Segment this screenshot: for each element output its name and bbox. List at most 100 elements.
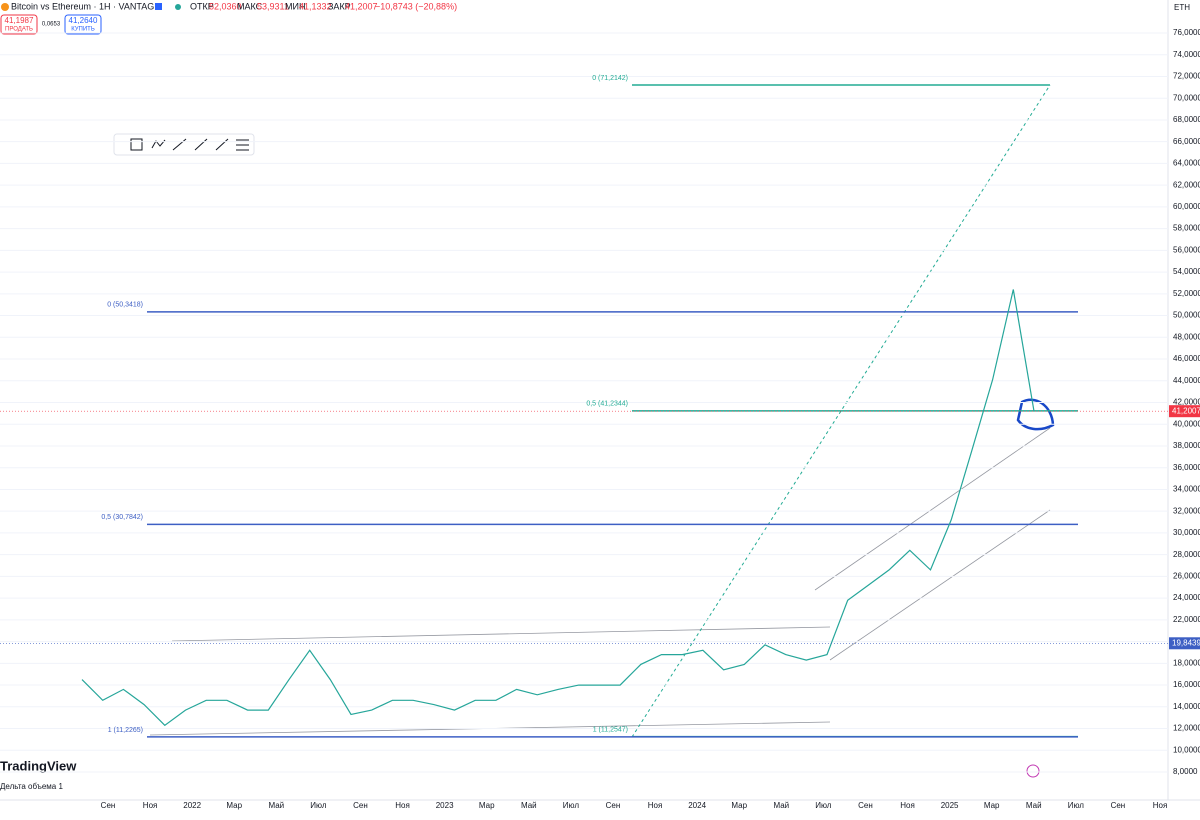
y-tick-label: 72,0000 [1173, 72, 1200, 81]
y-tick-label: 56,0000 [1173, 245, 1200, 254]
y-tick-label: 74,0000 [1173, 50, 1200, 59]
y-tick-label: 66,0000 [1173, 137, 1200, 146]
x-tick-label: Июл [310, 801, 327, 810]
change-value: −10,8743 (−20,88%) [375, 1, 457, 11]
y-tick-label: 26,0000 [1173, 571, 1200, 580]
indicator-label: Дельта объема 1 [0, 782, 63, 791]
y-tick-label: 48,0000 [1173, 332, 1200, 341]
y-tick-label: 34,0000 [1173, 485, 1200, 494]
x-tick-label: Сен [353, 801, 368, 810]
tool-line[interactable] [215, 138, 229, 151]
high-value: 53,9311 [257, 1, 289, 11]
alert-icon[interactable] [1026, 764, 1040, 778]
price-tag-label: 41,2007 [1172, 406, 1200, 415]
close-label: ЗАКР [328, 1, 351, 11]
fib-level-label: 1 (11,2547) [593, 726, 628, 733]
x-tick-label: 2023 [436, 801, 454, 810]
x-tick-label: Сен [101, 801, 116, 810]
x-tick-label: Мар [731, 801, 747, 810]
y-tick-label: 30,0000 [1173, 528, 1200, 537]
x-tick-label: Мар [226, 801, 242, 810]
low-value: 41,1332 [299, 1, 332, 11]
close-value: 41,2007 [345, 1, 378, 11]
x-tick-label: Сен [606, 801, 621, 810]
y-tick-label: 36,0000 [1173, 463, 1200, 472]
y-tick-label: 16,0000 [1173, 680, 1200, 689]
price-tag [1169, 405, 1200, 418]
x-tick-label: Ноя [900, 801, 915, 810]
low-label: МИН [285, 1, 305, 11]
y-tick-label: 12,0000 [1173, 724, 1200, 733]
buy-price: 41,2640 [69, 16, 98, 25]
y-tick-label: 62,0000 [1173, 180, 1200, 189]
y-tick-label: 46,0000 [1173, 354, 1200, 363]
channel-line [814, 427, 1051, 591]
x-tick-label: 2024 [688, 801, 706, 810]
sell-label: ПРОДАТЬ [5, 27, 33, 33]
tool-path[interactable] [151, 139, 166, 149]
y-tick-label: 38,0000 [1173, 441, 1200, 450]
currency: ETH [1174, 3, 1190, 12]
y-tick-label: 64,0000 [1173, 159, 1200, 168]
fib-level-label: 0 (71,2142) [592, 75, 628, 82]
x-tick-label: Май [521, 801, 537, 810]
high-label: МАКС [237, 1, 263, 11]
x-tick-label: 2025 [941, 801, 959, 810]
x-tick-label: Ноя [1153, 801, 1168, 810]
y-tick-label: 24,0000 [1173, 593, 1200, 602]
tool-fib[interactable] [194, 138, 208, 151]
brand: TradingView [0, 758, 77, 773]
channel-line [171, 626, 831, 642]
symbol-icon [1, 3, 9, 11]
price-tag-label: 19,8439 [1172, 638, 1200, 647]
toolbar-frame [113, 133, 255, 156]
x-tick-label: Май [773, 801, 789, 810]
fib-level-label: 0,5 (41,2344) [586, 401, 628, 408]
symbol: Bitcoin vs Ethereum · 1H · VANTAGE [11, 1, 160, 11]
y-tick-label: 50,0000 [1173, 311, 1200, 320]
x-tick-label: Июл [563, 801, 580, 810]
flag-icon [155, 3, 162, 10]
x-tick-label: 2022 [183, 801, 201, 810]
y-tick-label: 76,0000 [1173, 28, 1200, 37]
status-dot [175, 4, 181, 10]
x-tick-label: Ноя [143, 801, 158, 810]
y-tick-label: 42,0000 [1173, 398, 1200, 407]
channel-line [829, 509, 1051, 661]
x-tick-label: Сен [1111, 801, 1126, 810]
fib-level-label: 0,5 (30,7842) [101, 514, 143, 521]
x-tick-label: Май [268, 801, 284, 810]
y-tick-label: 8,0000 [1173, 767, 1198, 776]
x-tick-label: Сен [858, 801, 873, 810]
price-line [81, 289, 1035, 727]
y-tick-label: 54,0000 [1173, 267, 1200, 276]
tool-rect[interactable] [130, 138, 143, 151]
x-tick-label: Мар [479, 801, 495, 810]
x-tick-label: Ноя [395, 801, 410, 810]
y-tick-label: 58,0000 [1173, 224, 1200, 233]
y-tick-label: 40,0000 [1173, 419, 1200, 428]
drawing-toolbar [113, 133, 255, 156]
x-tick-label: Июл [815, 801, 832, 810]
y-tick-label: 70,0000 [1173, 93, 1200, 102]
open-label: ОТКР [190, 1, 214, 11]
y-tick-label: 28,0000 [1173, 550, 1200, 559]
x-tick-label: Ноя [648, 801, 663, 810]
fib-level-label: 0 (50,3418) [107, 302, 143, 309]
sell-price: 41,1987 [5, 16, 34, 25]
y-tick-label: 22,0000 [1173, 615, 1200, 624]
y-tick-label: 18,0000 [1173, 658, 1200, 667]
y-tick-label: 32,0000 [1173, 506, 1200, 515]
tool-pattern[interactable] [172, 138, 187, 151]
x-tick-label: Июл [1068, 801, 1085, 810]
y-tick-label: 44,0000 [1173, 376, 1200, 385]
spread: 0,0653 [42, 22, 61, 28]
y-tick-label: 60,0000 [1173, 202, 1200, 211]
sell-button[interactable] [0, 14, 38, 35]
open-value: 52,0360 [209, 1, 242, 11]
price-tag [1169, 637, 1200, 650]
y-tick-label: 68,0000 [1173, 115, 1200, 124]
buy-button[interactable] [64, 14, 102, 35]
